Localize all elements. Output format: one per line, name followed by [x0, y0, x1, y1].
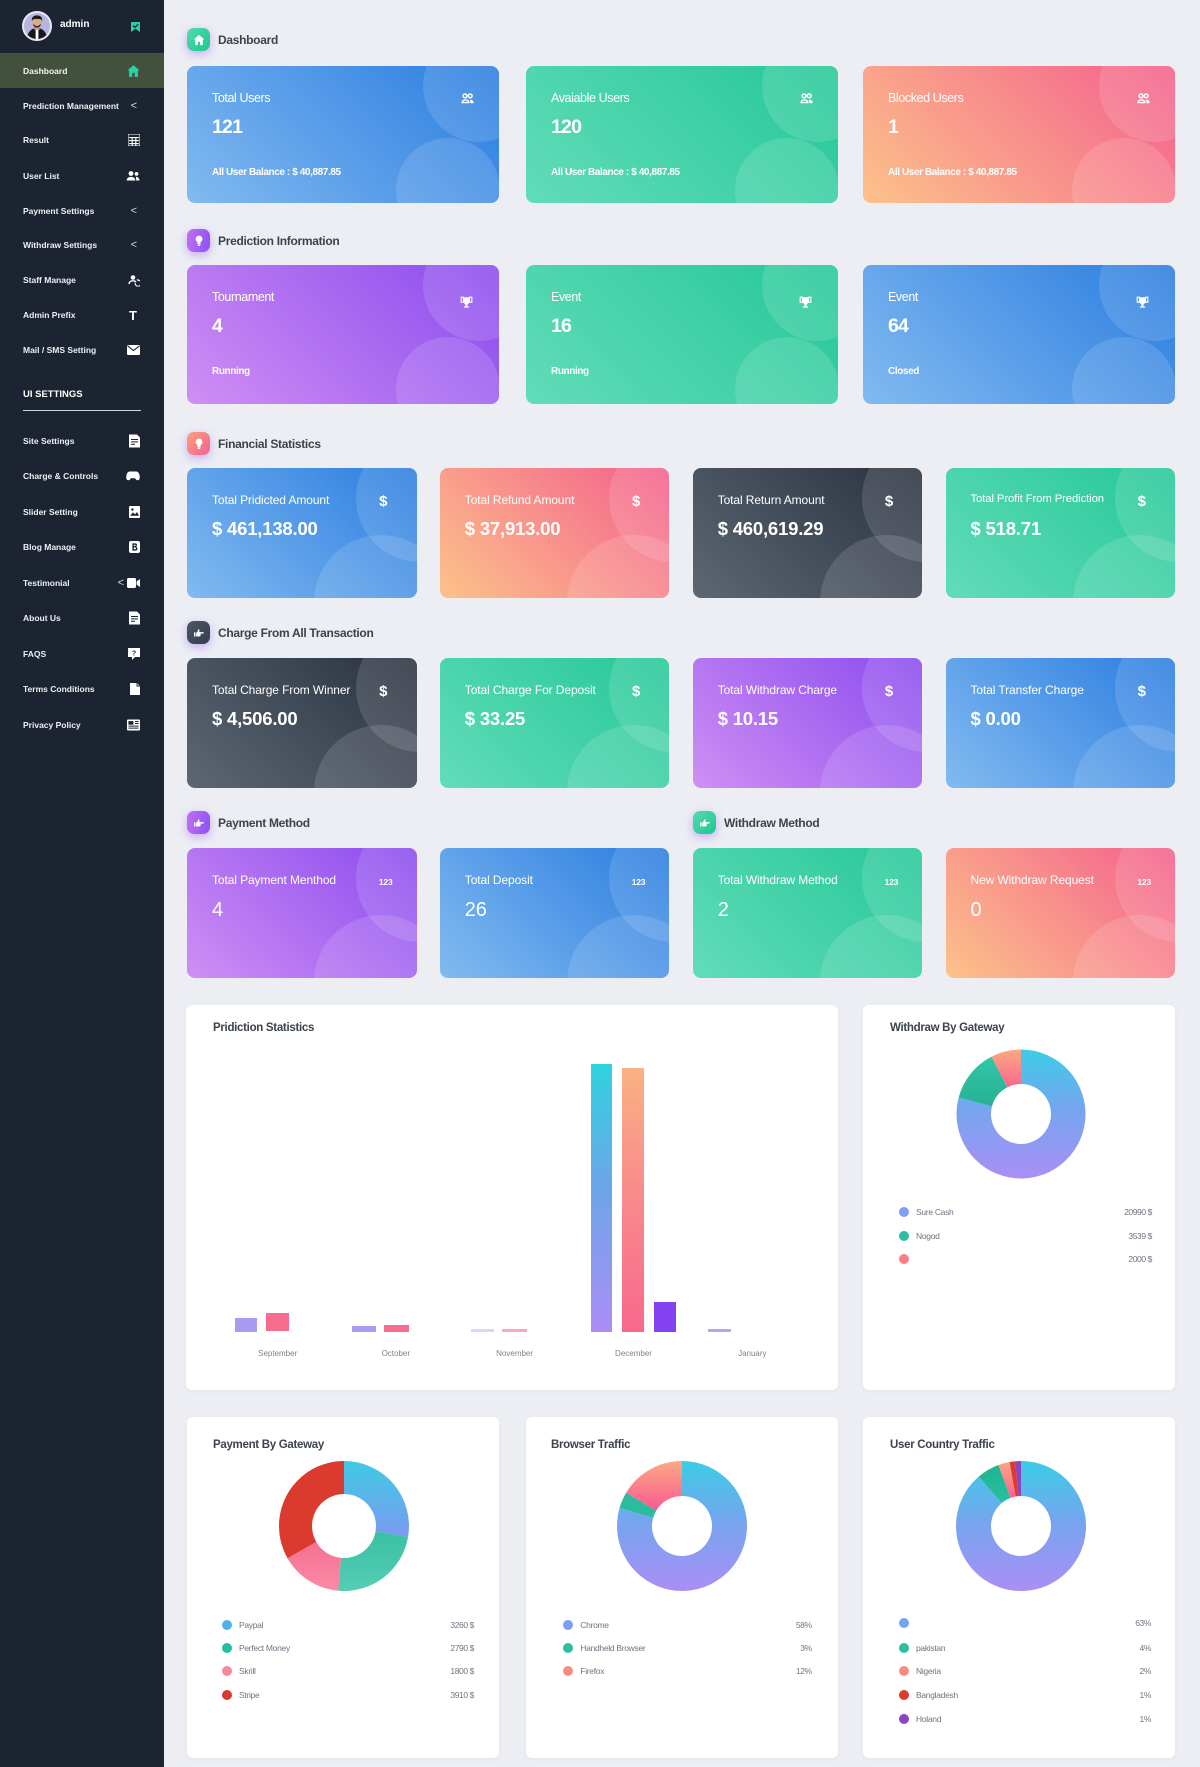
svg-text:?: ? — [132, 650, 136, 657]
